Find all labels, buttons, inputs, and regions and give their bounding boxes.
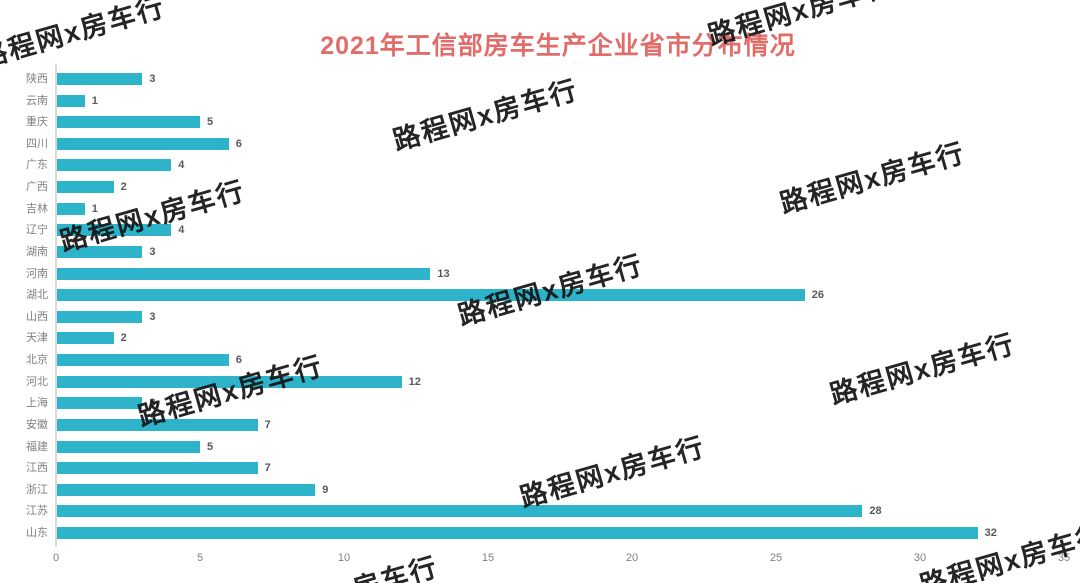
bar (57, 245, 143, 258)
y-axis-label: 浙江 (26, 483, 48, 496)
watermark-text: 路程网x房车行 (916, 519, 1080, 583)
watermark-text: 路程网x房车行 (826, 328, 1019, 411)
chart-title: 2021年工信部房车生产企业省市分布情况 (320, 32, 796, 60)
x-axis-tick-label: 10 (337, 552, 351, 564)
x-axis-tick-label: 35 (1057, 552, 1071, 564)
y-axis-label: 四川 (26, 137, 48, 150)
watermark-text: 路程网x房车行 (389, 74, 582, 157)
y-axis-label: 福建 (26, 440, 48, 453)
bar (57, 202, 85, 215)
y-axis-label: 陕西 (26, 73, 48, 85)
watermark-text: 路程网x房车行 (704, 0, 897, 52)
value-label: 3 (149, 397, 156, 410)
value-label: 7 (264, 462, 271, 475)
value-label: 2 (120, 332, 127, 345)
y-axis-label: 广西 (26, 181, 48, 194)
bar (57, 440, 200, 453)
y-axis-label: 上海 (26, 397, 48, 410)
watermark-text: 路程网x房车行 (516, 431, 709, 514)
bar (57, 94, 85, 107)
y-axis-label: 天津 (26, 332, 48, 345)
watermark-text: 路程网x房车行 (454, 249, 647, 332)
value-label: 3 (149, 73, 156, 85)
bar (57, 289, 805, 302)
value-label: 5 (207, 440, 214, 453)
bar (57, 116, 200, 129)
bar (57, 418, 258, 431)
bar (57, 483, 316, 496)
watermark-text: 路程网x房车行 (0, 0, 169, 74)
y-axis-label: 广东 (26, 159, 48, 172)
value-label: 28 (869, 505, 882, 518)
y-axis-label: 山东 (26, 527, 48, 540)
y-axis-label: 安徽 (26, 418, 48, 431)
value-label: 5 (207, 116, 214, 129)
value-label: 32 (984, 527, 997, 540)
value-label: 3 (149, 245, 156, 258)
y-axis-label: 湖南 (26, 245, 48, 258)
value-label: 6 (235, 137, 242, 150)
value-label: 12 (408, 375, 421, 388)
value-label: 26 (811, 289, 825, 302)
value-label: 7 (264, 418, 271, 431)
y-axis-label: 江苏 (26, 505, 48, 518)
value-label: 1 (91, 202, 98, 215)
x-axis-tick-label: 5 (196, 552, 204, 564)
value-label: 13 (437, 267, 450, 280)
value-label: 4 (178, 159, 185, 172)
value-label: 1 (91, 94, 98, 107)
y-axis-label: 河北 (26, 375, 48, 388)
x-axis-tick-label: 30 (913, 552, 927, 564)
watermark-text: 路程网x房车行 (776, 137, 969, 220)
bar (57, 137, 229, 150)
y-axis-label: 吉林 (26, 202, 48, 215)
bar (57, 397, 143, 410)
bar (57, 332, 114, 345)
x-axis-tick-label: 15 (481, 552, 495, 564)
y-axis-label: 湖北 (26, 289, 48, 302)
bar (57, 310, 143, 323)
bar (57, 462, 258, 475)
bar (57, 181, 114, 194)
bar (57, 527, 978, 540)
bar (57, 375, 402, 388)
y-axis-label: 北京 (26, 354, 48, 367)
value-label: 3 (149, 310, 156, 323)
y-axis-label: 云南 (26, 94, 48, 107)
y-axis-label: 江西 (26, 462, 48, 475)
value-label: 2 (120, 181, 127, 194)
y-axis-label: 山西 (26, 310, 48, 323)
value-label: 6 (235, 354, 242, 367)
y-axis-line (55, 64, 57, 547)
bar (57, 224, 172, 237)
bar (57, 159, 172, 172)
bar (57, 354, 229, 367)
bar (57, 505, 863, 518)
y-axis-label: 河南 (26, 267, 48, 280)
y-axis-label: 辽宁 (26, 224, 48, 237)
x-axis-tick-label: 20 (625, 552, 639, 564)
bar (57, 73, 143, 85)
bar (57, 267, 431, 280)
value-label: 9 (322, 483, 329, 496)
y-axis-label: 重庆 (26, 116, 48, 129)
x-axis-tick-label: 25 (769, 552, 783, 564)
value-label: 4 (178, 224, 185, 237)
x-axis-tick-label: 0 (52, 552, 60, 564)
